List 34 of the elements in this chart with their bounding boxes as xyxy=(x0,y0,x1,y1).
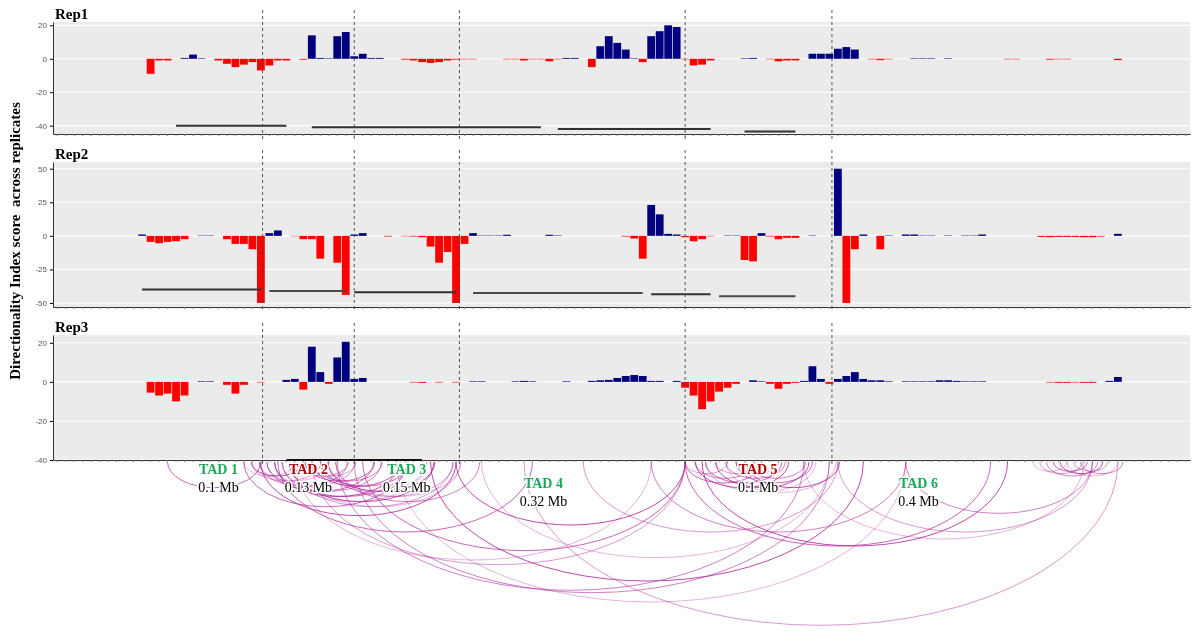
bar xyxy=(833,168,842,236)
text: TAD 1 xyxy=(198,462,238,477)
bar xyxy=(876,235,885,250)
y-tick-label: 0 xyxy=(42,377,48,387)
y-tick-label: 20 xyxy=(38,21,48,31)
text: TAD 6 xyxy=(898,476,938,491)
chart-title: Rep2 xyxy=(55,146,89,162)
text: 0.1 Mb xyxy=(198,480,239,495)
text: 0.4 Mb xyxy=(898,494,939,509)
y-tick-label: 25 xyxy=(38,198,48,208)
y-tick-label: -20 xyxy=(35,88,48,98)
text: TAD 5 xyxy=(738,462,778,477)
bar xyxy=(299,381,308,390)
y-tick-label: -20 xyxy=(35,417,48,426)
bar xyxy=(638,58,647,63)
text: TAD 2 xyxy=(288,462,328,477)
bar xyxy=(587,58,596,68)
y-tick-label: -40 xyxy=(35,456,48,466)
bar xyxy=(757,233,766,236)
bar xyxy=(1113,233,1122,236)
y-tick-label: 0 xyxy=(42,54,48,64)
chart-title: Rep1 xyxy=(55,6,89,22)
y-axis-title: Directionality Index score across replicates xyxy=(7,102,23,380)
text: 0.13 Mb xyxy=(284,480,333,495)
text: 0.15 Mb xyxy=(383,480,431,495)
text: 0.32 Mb xyxy=(519,494,568,509)
y-tick-label: 0 xyxy=(42,231,48,241)
y-tick-label: -50 xyxy=(35,299,48,309)
y-tick-label: 20 xyxy=(38,338,48,348)
text: TAD 4 xyxy=(523,476,563,491)
y-tick-label: 50 xyxy=(38,164,48,174)
y-tick-label: -40 xyxy=(35,121,48,131)
y-tick-label: -25 xyxy=(35,265,48,275)
chart-title: Rep3 xyxy=(55,319,89,335)
